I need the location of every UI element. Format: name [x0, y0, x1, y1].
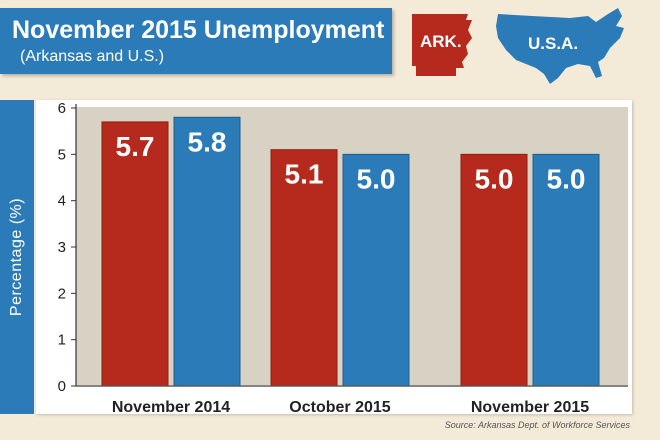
- bar-arkansas: [101, 121, 169, 387]
- y-tick-label: 4: [58, 193, 66, 210]
- bar-arkansas: [460, 153, 528, 387]
- y-tick-label: 3: [58, 239, 66, 256]
- arkansas-label: ARK.: [420, 32, 462, 51]
- chart-subtitle: (Arkansas and U.S.): [20, 48, 165, 65]
- y-tick-label: 2: [58, 285, 66, 302]
- x-category-label: November 2014: [112, 399, 230, 416]
- bar-data-label: 5.1: [285, 159, 324, 190]
- title-banner: November 2015 Unemployment (Arkansas and…: [0, 8, 392, 74]
- bar-usa: [342, 153, 410, 387]
- y-axis-label-band: [0, 100, 34, 414]
- bar-arkansas: [270, 149, 338, 387]
- bar-usa: [173, 116, 241, 387]
- x-category-label: October 2015: [289, 399, 390, 416]
- bar-data-label: 5.0: [357, 163, 396, 194]
- y-tick-label: 0: [58, 378, 66, 395]
- usa-label: U.S.A.: [528, 34, 579, 53]
- arkansas-state-shape-icon: [412, 14, 472, 76]
- bar-data-label: 5.7: [116, 131, 155, 162]
- bar-usa: [532, 153, 600, 387]
- y-tick-label: 1: [58, 332, 66, 349]
- bar-data-label: 5.0: [547, 163, 586, 194]
- chart-title: November 2015 Unemployment: [12, 16, 385, 44]
- y-tick-label: 5: [58, 146, 66, 163]
- bar-data-label: 5.8: [188, 126, 227, 157]
- usa-map-shape-icon: [496, 8, 624, 84]
- bar-data-label: 5.0: [475, 163, 514, 194]
- source-note: Source: Arkansas Dept. of Workforce Serv…: [444, 420, 630, 430]
- x-category-label: November 2015: [471, 399, 589, 416]
- y-tick-label: 6: [58, 100, 66, 117]
